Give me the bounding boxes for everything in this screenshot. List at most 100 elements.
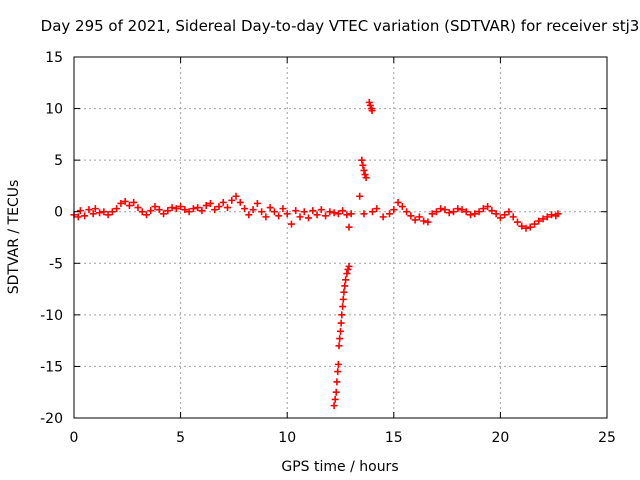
data-point: [181, 206, 189, 214]
data-point: [535, 217, 543, 225]
data-point: [360, 166, 368, 174]
data-point: [228, 196, 236, 204]
data-point: [130, 198, 138, 206]
data-point: [458, 206, 466, 214]
y-tick-label: 10: [45, 102, 63, 118]
data-point: [270, 208, 278, 216]
data-point: [449, 208, 457, 216]
data-point: [518, 222, 526, 230]
data-point: [147, 207, 155, 215]
data-point: [155, 206, 163, 214]
data-point: [479, 205, 487, 213]
data-point: [232, 192, 240, 200]
data-point: [332, 388, 340, 396]
data-point: [96, 209, 104, 217]
y-tick-label: -20: [40, 411, 63, 427]
data-point: [125, 202, 133, 210]
data-point: [345, 223, 353, 231]
data-point: [287, 220, 295, 228]
data-point: [501, 211, 509, 219]
x-tick-label: 15: [385, 430, 403, 446]
data-point: [386, 210, 394, 218]
data-point: [373, 205, 381, 213]
data-point: [441, 206, 449, 214]
data-point: [113, 205, 121, 213]
data-point: [411, 216, 419, 224]
data-point: [322, 212, 330, 220]
data-point: [432, 208, 440, 216]
data-point: [339, 303, 347, 311]
data-point: [343, 211, 351, 219]
data-point: [330, 209, 338, 217]
data-point: [343, 270, 351, 278]
data-point: [168, 204, 176, 212]
data-point: [206, 199, 214, 207]
data-point: [202, 202, 210, 210]
data-point: [215, 203, 223, 211]
data-point: [403, 208, 411, 216]
data-point: [526, 223, 534, 231]
data-point: [317, 206, 325, 214]
plot-border: [73, 56, 608, 419]
data-point: [121, 197, 129, 205]
data-point: [134, 204, 142, 212]
data-point: [219, 198, 227, 206]
data-point: [266, 204, 274, 212]
data-point: [539, 215, 547, 223]
data-point: [236, 198, 244, 206]
y-tick-label: -15: [40, 359, 63, 375]
data-point: [100, 208, 108, 216]
data-point: [345, 262, 353, 270]
data-point: [379, 213, 387, 221]
data-point: [160, 210, 168, 218]
data-point: [249, 206, 257, 214]
data-point: [81, 212, 89, 220]
data-point: [292, 207, 300, 215]
data-point: [253, 199, 261, 207]
data-point: [151, 203, 159, 211]
x-tick-label: 0: [70, 430, 79, 446]
data-point: [467, 211, 475, 219]
data-point: [484, 203, 492, 211]
data-point: [300, 208, 308, 216]
data-point: [475, 208, 483, 216]
data-point: [279, 205, 287, 213]
data-point: [283, 210, 291, 218]
data-point: [471, 210, 479, 218]
data-point: [513, 218, 521, 226]
data-point: [338, 311, 346, 319]
x-tick-label: 10: [278, 430, 296, 446]
data-point: [454, 205, 462, 213]
data-point: [337, 327, 344, 335]
data-point: [258, 208, 266, 216]
data-point: [340, 288, 348, 296]
data-point: [445, 209, 453, 217]
y-tick-label: 0: [54, 205, 63, 221]
x-axis-label: GPS time / hours: [281, 459, 398, 475]
data-point: [398, 203, 406, 211]
data-point: [333, 378, 341, 386]
data-point: [305, 214, 313, 222]
data-point: [342, 276, 350, 284]
data-point: [194, 204, 202, 212]
data-point: [341, 282, 349, 290]
data-point: [334, 360, 342, 368]
data-point: [334, 210, 342, 218]
data-point: [548, 211, 556, 219]
data-point: [368, 208, 376, 216]
data-point: [356, 192, 364, 200]
data-point: [330, 402, 338, 410]
data-points: [70, 98, 562, 410]
data-point: [172, 205, 180, 213]
data-point: [424, 218, 432, 226]
data-point: [334, 368, 342, 376]
data-point: [390, 206, 398, 214]
data-point: [359, 161, 367, 169]
data-point: [522, 224, 530, 232]
data-point: [275, 212, 283, 220]
data-point: [462, 208, 470, 216]
data-point: [509, 213, 517, 221]
data-point: [407, 212, 415, 220]
data-point: [360, 210, 368, 218]
